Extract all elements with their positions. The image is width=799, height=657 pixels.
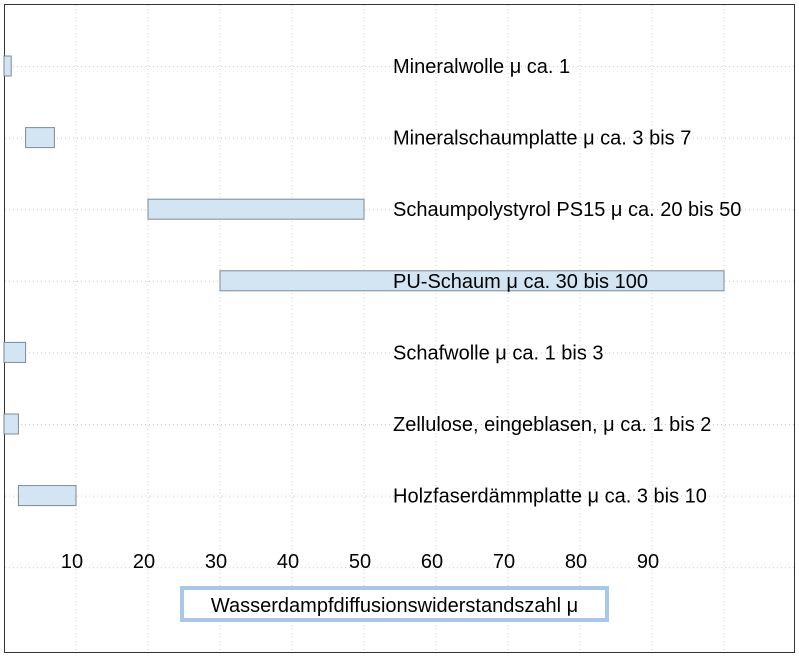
category-label-6: Holzfaserdämmplatte μ ca. 3 bis 10 [393, 486, 707, 508]
x-tick-label-20: 20 [133, 551, 155, 573]
x-tick-label-90: 90 [637, 551, 659, 573]
category-label-1: Mineralschaumplatte μ ca. 3 bis 7 [393, 128, 691, 150]
category-label-0: Mineralwolle μ ca. 1 [393, 56, 570, 78]
x-axis-title-group: Wasserdampfdiffusionswiderstandszahl μ [180, 586, 609, 622]
x-axis-title-box [180, 586, 609, 622]
x-axis-title: Wasserdampfdiffusionswiderstandszahl μ [211, 595, 578, 617]
bar-2 [147, 198, 365, 220]
x-tick-label-70: 70 [493, 551, 515, 573]
bar-0 [3, 55, 12, 77]
bar-4 [3, 341, 27, 363]
category-label-5: Zellulose, eingeblasen, μ ca. 1 bis 2 [393, 414, 711, 436]
category-label-2: Schaumpolystyrol PS15 μ ca. 20 bis 50 [393, 199, 741, 221]
x-tick-label-10: 10 [61, 551, 83, 573]
chart-border [4, 4, 795, 653]
category-labels: Mineralwolle μ ca. 1 Mineralschaumplatte … [393, 56, 741, 508]
x-tick-label-30: 30 [205, 551, 227, 573]
x-tick-label-60: 60 [421, 551, 443, 573]
category-label-4: Schafwolle μ ca. 1 bis 3 [393, 342, 604, 364]
bar-3 [219, 270, 725, 292]
x-tick-label-50: 50 [349, 551, 371, 573]
category-label-3: PU-Schaum μ ca. 30 bis 100 [393, 271, 648, 293]
x-tick-label-40: 40 [277, 551, 299, 573]
bar-6 [17, 485, 77, 507]
x-tick-labels: 10 20 30 40 50 60 70 80 90 [61, 551, 659, 573]
bar-1 [25, 127, 55, 149]
bars [3, 55, 725, 507]
bar-5 [3, 413, 19, 435]
x-tick-label-80: 80 [565, 551, 587, 573]
